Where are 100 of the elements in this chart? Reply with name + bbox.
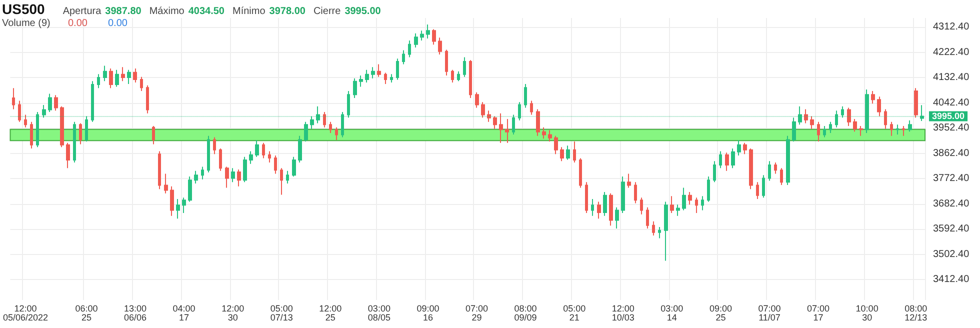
candlestick	[707, 176, 710, 202]
candlestick	[585, 182, 588, 214]
candlestick	[780, 168, 783, 186]
candlestick	[530, 100, 533, 116]
candlestick	[164, 173, 168, 194]
chart-title: US500	[2, 1, 45, 17]
candlestick	[390, 74, 393, 84]
candlestick	[731, 148, 735, 169]
candlestick	[762, 174, 765, 198]
candlestick	[749, 148, 753, 190]
candlestick	[146, 84, 149, 114]
candlestick	[438, 37, 442, 55]
candlestick	[323, 112, 326, 128]
x-tick-label: 07:00 17	[807, 304, 830, 322]
annotation: Volume (9)	[2, 18, 50, 29]
x-tick-label: 04:00 17	[172, 304, 196, 322]
candlestick	[286, 170, 289, 184]
candlestick	[847, 107, 851, 127]
candlestick	[445, 49, 448, 76]
candlestick	[329, 121, 332, 134]
candlestick	[664, 201, 668, 262]
candlestick	[213, 136, 216, 155]
candlestick	[817, 121, 820, 142]
candlestick	[207, 135, 210, 173]
candlestick	[487, 110, 491, 122]
candlestick	[493, 116, 497, 130]
candlestick	[18, 100, 21, 122]
candlestick	[597, 201, 601, 220]
candlestick	[127, 69, 131, 84]
candlestick	[426, 24, 430, 39]
candlestick	[634, 182, 637, 204]
candlestick	[384, 72, 387, 84]
candlestick	[542, 126, 546, 140]
candlestick	[877, 96, 881, 117]
y-tick-label: 3502.40	[933, 248, 970, 260]
candlestick	[377, 64, 381, 78]
candlestick	[615, 206, 619, 229]
candlestick	[188, 176, 192, 202]
text: 3995.00	[344, 6, 381, 17]
candlestick	[768, 160, 771, 182]
candlestick	[627, 173, 631, 188]
x-tick-label: 12:00 25	[319, 304, 342, 322]
candlestick	[176, 198, 180, 220]
candlestick	[262, 142, 265, 159]
candlestick	[451, 69, 454, 84]
candlestick	[475, 92, 479, 108]
candlestick	[463, 56, 466, 78]
ref-line-label: 3995.00	[932, 111, 965, 122]
x-tick-label: 09:00 16	[416, 304, 440, 322]
y-tick-label: 4132.40	[933, 72, 970, 84]
candlestick	[371, 66, 375, 79]
candlestick	[115, 69, 119, 88]
candlestick	[292, 156, 296, 178]
candlestick	[432, 28, 436, 46]
x-tick-label: 12:00 10/03	[612, 304, 634, 322]
candlestick	[121, 66, 125, 82]
candlestick	[66, 142, 70, 169]
candlestick	[304, 121, 308, 142]
candlestick	[481, 102, 485, 118]
y-tick-label: 3682.40	[933, 198, 970, 210]
candlestick	[201, 166, 204, 180]
x-tick-label: 12:00 05/06/2022	[2, 304, 48, 322]
x-tick-label: 07:00 11/07	[758, 304, 781, 322]
candlestick	[457, 70, 460, 82]
candlestick	[524, 83, 527, 108]
candlestick	[914, 88, 918, 118]
candlestick	[499, 112, 503, 144]
text: 3978.00	[269, 6, 306, 17]
candlestick	[804, 108, 808, 124]
candlestick	[298, 135, 302, 164]
candlestick	[792, 117, 796, 142]
text: 3987.80	[105, 6, 142, 17]
candlestick	[170, 186, 174, 216]
candlestick	[469, 60, 472, 98]
candlestick	[194, 170, 198, 184]
y-tick-label: 3592.40	[933, 224, 970, 235]
candlestick	[408, 40, 411, 58]
candlestick	[670, 196, 674, 214]
candlestick	[908, 120, 912, 132]
candlestick	[140, 76, 143, 92]
x-tick-label: 12:00 30	[222, 304, 244, 322]
candlestick	[158, 150, 161, 190]
x-tick-label: 13:00 06/06	[124, 304, 147, 322]
candlestick	[353, 78, 357, 98]
candlestick	[743, 142, 747, 155]
candlestick	[359, 75, 363, 88]
candlestick	[231, 168, 235, 183]
candlestick	[109, 68, 113, 89]
annotation: 0.00	[108, 18, 128, 29]
y-tick-label: 4222.40	[933, 46, 970, 58]
candlestick	[810, 116, 814, 130]
candlestick	[255, 140, 259, 158]
candlestick	[79, 122, 82, 145]
candlestick	[774, 162, 777, 174]
candlestick	[97, 74, 100, 89]
candlestick	[133, 68, 137, 84]
candlestick	[536, 108, 540, 136]
candlestick	[579, 158, 582, 188]
candlestick	[73, 121, 76, 164]
candlestick	[609, 192, 613, 226]
